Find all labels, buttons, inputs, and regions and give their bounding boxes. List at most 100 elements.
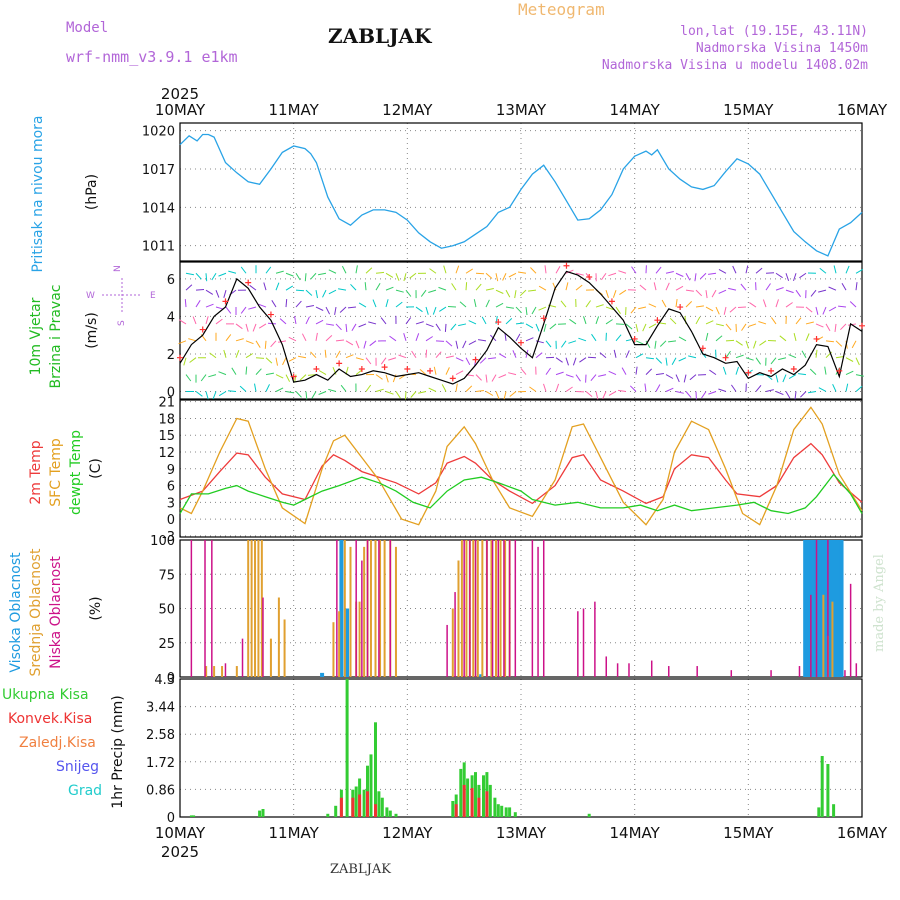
precip-bar-1 <box>485 791 489 817</box>
wind-barb <box>404 391 407 400</box>
wind-barb <box>468 340 477 346</box>
wind-barb <box>195 272 202 280</box>
wind-barb <box>618 389 627 392</box>
wind-barb <box>433 366 437 375</box>
wind-barb <box>479 357 487 364</box>
panel1-ytick-label: 6 <box>167 273 175 288</box>
wind-barb <box>715 335 723 342</box>
wind-barb <box>715 306 720 315</box>
precip-bar-0 <box>587 813 591 817</box>
wind-barb <box>732 265 737 274</box>
temp-axis-title-dewpt: dewpt Temp <box>68 430 84 515</box>
wind-barb <box>565 269 574 274</box>
wind-barb <box>225 306 232 314</box>
wind-barb <box>375 388 384 392</box>
wind-barb <box>285 391 294 394</box>
wind-barb <box>735 340 743 346</box>
wind-barb <box>315 319 324 325</box>
wind-barb <box>485 391 494 396</box>
wind-barb <box>585 391 593 397</box>
wind-barb <box>560 300 567 308</box>
wind-barb <box>509 391 517 397</box>
wind-barb <box>531 306 537 315</box>
wind-barb <box>765 389 774 392</box>
wind-barb <box>725 350 731 358</box>
wind-barb <box>265 357 273 364</box>
panel4-frame <box>179 678 863 818</box>
wind-barb <box>498 374 507 379</box>
wind-barb <box>305 305 314 308</box>
wind-barb <box>775 299 779 308</box>
wind-barb <box>753 340 757 349</box>
gust-marker <box>199 326 206 333</box>
wind-barb <box>600 272 607 281</box>
panel3-ytick-label: 100 <box>150 534 175 549</box>
wind-barb <box>425 336 433 342</box>
wind-barb <box>285 299 288 308</box>
wind-barb <box>705 332 709 341</box>
wind-barb <box>503 391 507 400</box>
wind-barb <box>605 289 609 298</box>
wind-barb <box>473 299 477 308</box>
wind-barb <box>310 272 317 280</box>
wind-barb <box>504 332 507 341</box>
wind-barb <box>555 357 563 363</box>
wind-barb <box>845 370 854 376</box>
wind-barb <box>708 272 717 275</box>
wind-barb <box>465 282 468 291</box>
wind-barb <box>355 357 364 361</box>
wind-barb <box>709 369 717 376</box>
wind-barb <box>299 374 307 381</box>
precip-bar-0 <box>192 815 196 817</box>
wind-barb <box>705 290 708 299</box>
wind-barb <box>428 387 437 392</box>
x-tick-bottom: 15MAY <box>723 824 774 842</box>
wind-key-cross <box>102 278 142 312</box>
wind-barb <box>512 350 517 358</box>
wind-barb <box>252 323 257 332</box>
wind-barb <box>678 336 687 342</box>
wind-barb <box>415 333 420 341</box>
panel3-ytick-label: 75 <box>158 568 175 583</box>
precip-bar-0 <box>374 722 377 817</box>
wind-barb <box>794 391 797 400</box>
wind-barb <box>828 306 837 312</box>
wind-barb <box>275 387 284 392</box>
wind-barb <box>185 284 193 291</box>
wind-barb <box>648 303 657 308</box>
wind-barb <box>311 391 317 399</box>
wind-speed-line <box>179 270 863 385</box>
wind-barb <box>294 316 297 325</box>
wind-barb <box>355 265 358 274</box>
wind-barb <box>385 286 394 291</box>
wind-barb <box>583 316 587 325</box>
wind-barb <box>419 369 427 375</box>
gust-marker <box>836 367 843 374</box>
wind-barb <box>443 265 447 274</box>
precip-bar-0 <box>504 807 508 817</box>
gust-marker <box>222 298 229 305</box>
wind-barb <box>645 340 651 349</box>
gust-marker <box>608 298 615 305</box>
wind-barb <box>805 333 810 342</box>
wind-barb <box>515 333 521 342</box>
precip-bar-1 <box>470 788 474 817</box>
footer-station: ZABLJAK <box>330 862 391 877</box>
precip-bar-1 <box>454 804 458 817</box>
wind-barb <box>200 374 207 382</box>
wind-barb <box>828 286 837 291</box>
wind-barb <box>255 340 261 348</box>
wind-barb <box>824 366 827 375</box>
wind-barb <box>405 317 412 325</box>
wind-barb <box>485 272 493 279</box>
panel0-frame <box>179 122 863 262</box>
wind-barb <box>835 340 843 347</box>
wind-barb <box>655 373 664 376</box>
wind-barb <box>324 349 327 358</box>
wind-barb <box>429 268 437 274</box>
gust-marker <box>631 335 638 342</box>
wind-barb <box>178 319 187 325</box>
wind-barb <box>441 384 447 392</box>
wind-barb <box>255 357 265 359</box>
wind-barb <box>745 340 750 349</box>
